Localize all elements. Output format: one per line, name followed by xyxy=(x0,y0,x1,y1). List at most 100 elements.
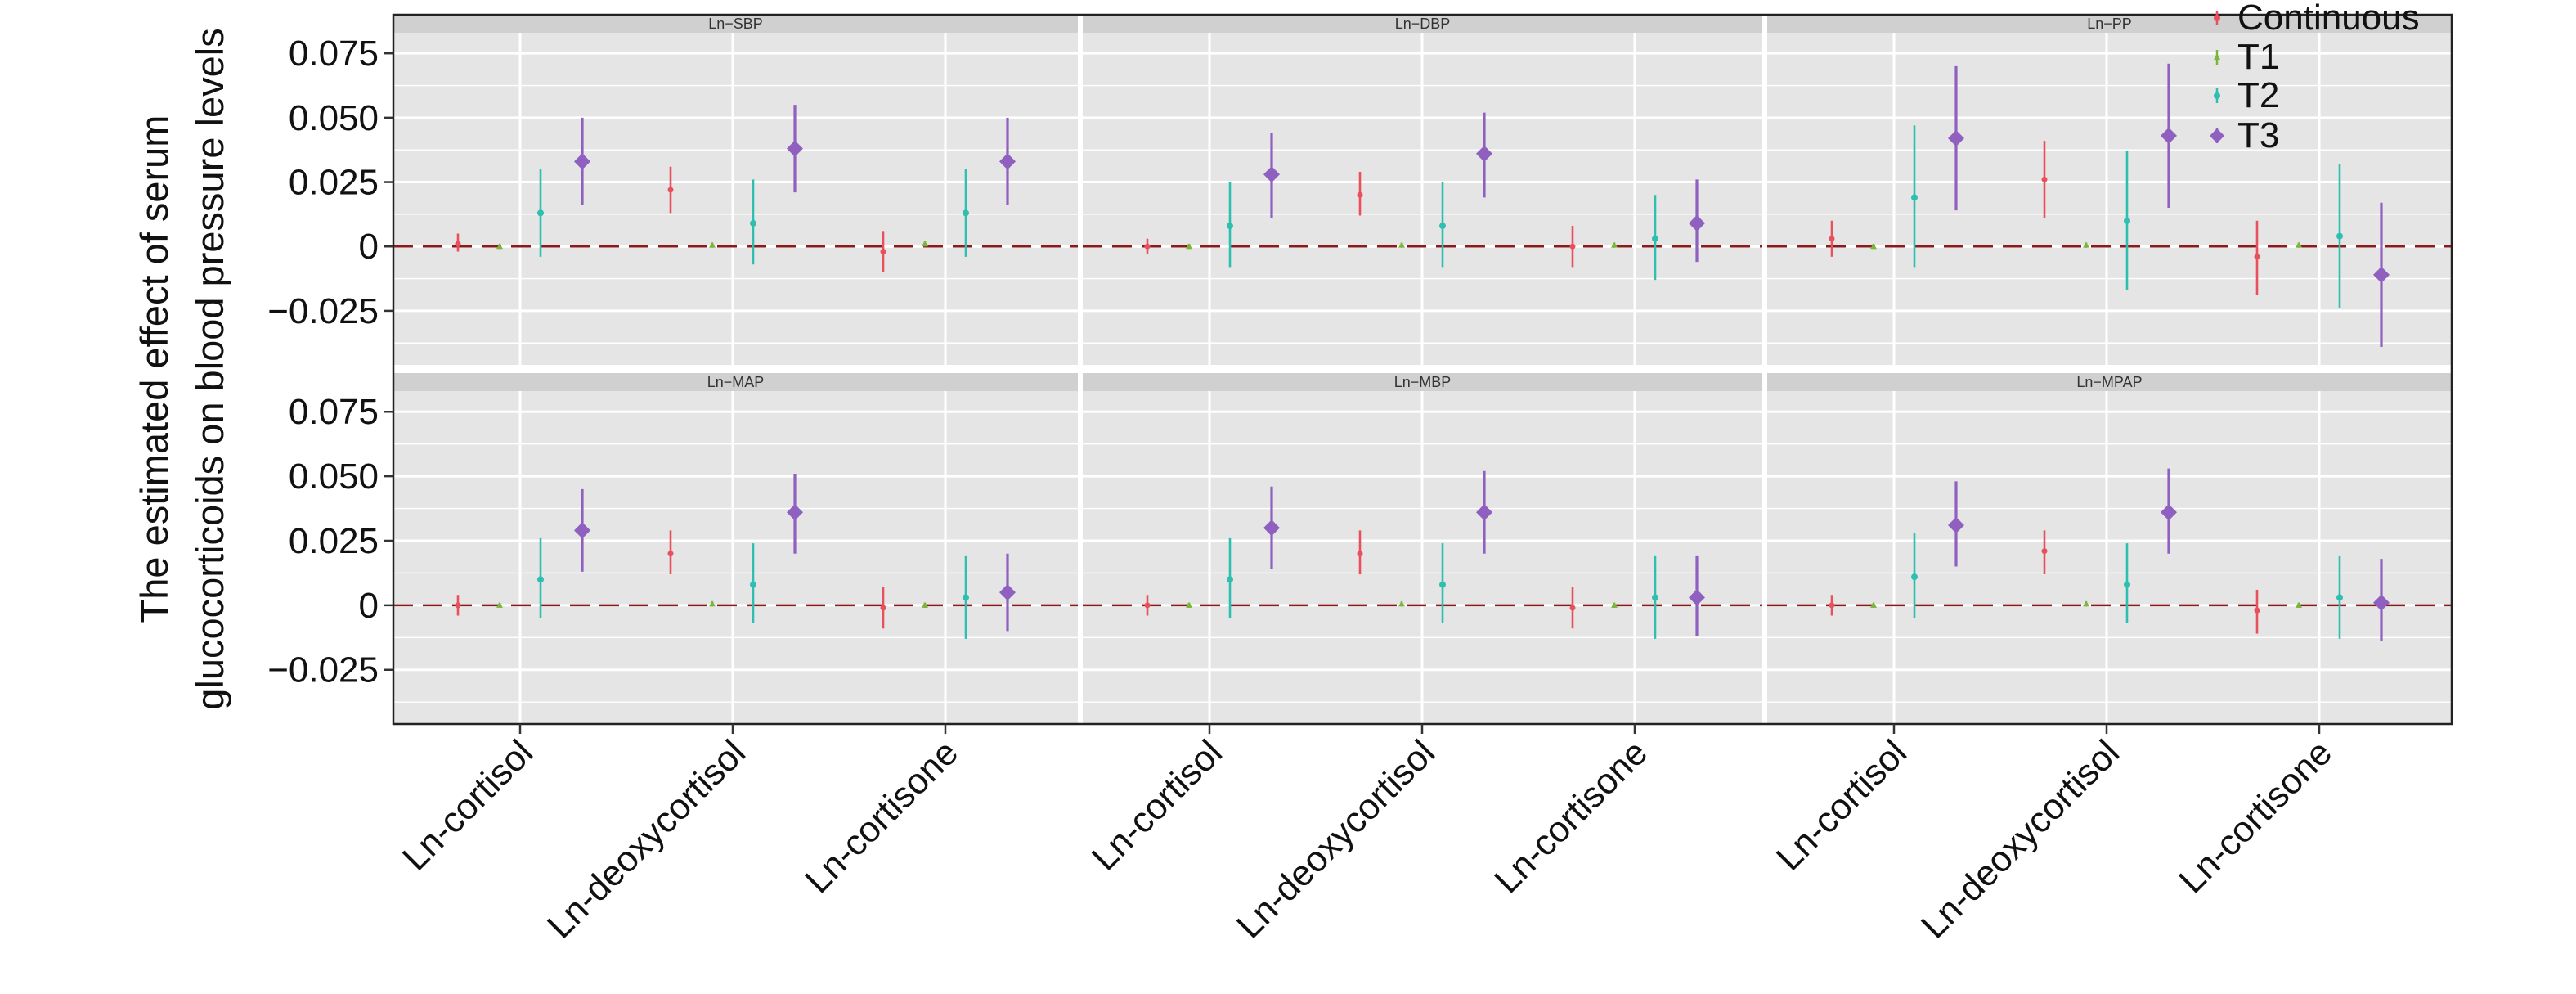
series-continuous xyxy=(1144,530,1576,629)
point-estimate xyxy=(2373,266,2390,283)
point-estimate xyxy=(709,241,716,248)
series-continuous xyxy=(1829,141,2260,296)
point-estimate xyxy=(2296,601,2302,608)
x-tick-label: Ln-deoxycortisol xyxy=(1229,732,1443,946)
point-estimate xyxy=(787,504,803,521)
series-t1 xyxy=(1186,600,1618,609)
point-estimate xyxy=(1398,241,1405,248)
panel-background xyxy=(1767,33,2452,365)
panel-grid xyxy=(1083,391,1762,724)
panel-title: Ln−MAP xyxy=(707,374,765,390)
point-estimate xyxy=(1439,223,1446,230)
series-t2 xyxy=(537,537,969,639)
panel-grid xyxy=(393,391,1078,724)
y-tick-label: 0 xyxy=(359,227,379,267)
panel-lndbp: Ln−DBP xyxy=(1083,15,1762,365)
series-t2 xyxy=(1227,182,1658,281)
point-estimate xyxy=(880,605,886,611)
point-estimate xyxy=(709,600,716,607)
point-estimate xyxy=(1357,551,1363,557)
point-estimate xyxy=(1227,576,1233,583)
panel-title: Ln−MBP xyxy=(1394,374,1452,390)
point-estimate xyxy=(2041,548,2048,555)
y-tick-label: −0.025 xyxy=(267,650,379,690)
point-estimate xyxy=(1652,235,1658,242)
y-tick-label: 0.050 xyxy=(289,457,379,497)
legend-item-t1: T1 xyxy=(2214,37,2279,77)
x-tick-label: Ln-cortisone xyxy=(2171,732,2340,901)
point-estimate xyxy=(1911,573,1918,581)
point-estimate xyxy=(2254,607,2260,614)
point-estimate xyxy=(2373,594,2390,611)
x-tick-label: Ln-deoxycortisol xyxy=(540,732,753,946)
series-t2 xyxy=(1911,125,2343,308)
series-t2 xyxy=(1911,533,2343,639)
series-continuous xyxy=(1829,530,2260,634)
point-estimate xyxy=(1263,166,1280,183)
series-t3 xyxy=(574,105,1016,205)
point-estimate xyxy=(455,241,461,247)
legend-key-symbol xyxy=(2214,15,2220,21)
panel-background xyxy=(393,33,1078,365)
series-t3 xyxy=(1263,112,1705,263)
point-estimate xyxy=(999,153,1016,170)
point-estimate xyxy=(1689,214,1705,232)
legend-item-t2: T2 xyxy=(2214,75,2279,115)
point-estimate xyxy=(1227,223,1233,230)
panel-strip xyxy=(1767,15,2452,33)
y-tick-label: 0.050 xyxy=(289,98,379,138)
series-t1 xyxy=(1870,241,2302,250)
point-estimate xyxy=(787,140,803,157)
point-estimate xyxy=(1611,601,1618,608)
point-estimate xyxy=(1263,519,1280,537)
point-estimate xyxy=(1569,243,1576,250)
series-continuous xyxy=(455,166,886,272)
series-t2 xyxy=(537,169,969,265)
legend-label: T3 xyxy=(2237,115,2279,155)
panel-title: Ln−PP xyxy=(2087,16,2132,32)
x-tick-label: Ln-cortisone xyxy=(797,732,966,901)
y-axis-title-line-1: The estimated effect of serum xyxy=(132,115,176,623)
point-estimate xyxy=(1476,504,1492,521)
panel-lnmpap: Ln−MPAP xyxy=(1767,373,2452,724)
point-estimate xyxy=(1144,243,1151,250)
point-estimate xyxy=(2161,127,2177,144)
x-tick-label: Ln-deoxycortisol xyxy=(1914,732,2127,946)
point-estimate xyxy=(455,602,461,609)
point-estimate xyxy=(1611,241,1618,248)
point-estimate xyxy=(2083,600,2089,607)
legend-key-symbol xyxy=(2214,54,2220,60)
panel-strip xyxy=(1767,373,2452,391)
panel-strip xyxy=(1083,15,1762,33)
legend-item-t3: T3 xyxy=(2210,115,2279,155)
legend-label: Continuous xyxy=(2237,0,2420,38)
point-estimate xyxy=(2296,241,2302,248)
point-estimate xyxy=(880,249,886,255)
point-estimate xyxy=(922,241,928,247)
point-estimate xyxy=(2161,504,2177,521)
point-estimate xyxy=(1398,600,1405,607)
series-continuous xyxy=(455,530,886,629)
panel-lnmap: Ln−MAP xyxy=(393,373,1078,724)
point-estimate xyxy=(1357,191,1363,198)
point-estimate xyxy=(1870,243,1877,250)
point-estimate xyxy=(1476,145,1492,162)
point-estimate xyxy=(496,243,503,250)
point-estimate xyxy=(1829,236,1835,242)
panel-title: Ln−MPAP xyxy=(2076,374,2142,390)
point-estimate xyxy=(667,551,674,557)
point-estimate xyxy=(2083,241,2089,248)
y-tick-label: −0.025 xyxy=(267,291,379,331)
series-t3 xyxy=(1948,63,2390,347)
y-axis-title: The estimated effect of serum glucocorti… xyxy=(132,28,231,709)
y-tick-label: 0 xyxy=(359,586,379,626)
legend-key-symbol xyxy=(2214,92,2220,99)
point-estimate xyxy=(2041,176,2048,182)
panel-strip xyxy=(393,15,1078,33)
y-tick-labels: 0.075 0.050 0.025 0 −0.025 0.075 0.050 0.025 0 −0… xyxy=(267,34,393,690)
series-t1 xyxy=(496,241,928,250)
x-tick-label: Ln-cortisol xyxy=(1769,732,1914,878)
point-estimate xyxy=(1439,581,1446,588)
